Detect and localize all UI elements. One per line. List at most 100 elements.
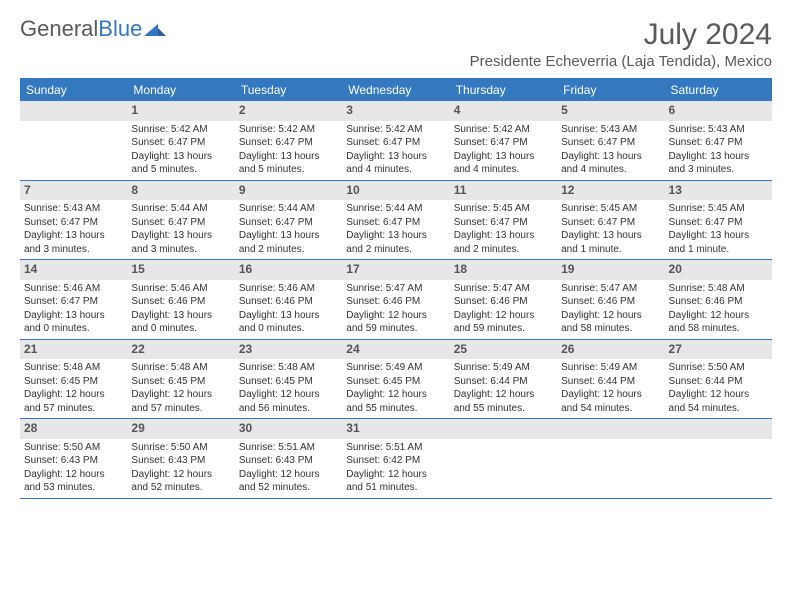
daylight-line: Daylight: 13 hours and 4 minutes. [454, 150, 553, 177]
day-body: Sunrise: 5:44 AMSunset: 6:47 PMDaylight:… [342, 200, 449, 259]
day-number: 9 [235, 181, 342, 201]
day-body: Sunrise: 5:43 AMSunset: 6:47 PMDaylight:… [557, 121, 664, 180]
day-body: Sunrise: 5:43 AMSunset: 6:47 PMDaylight:… [20, 200, 127, 259]
sunrise-line: Sunrise: 5:48 AM [669, 282, 768, 296]
day-body: Sunrise: 5:43 AMSunset: 6:47 PMDaylight:… [665, 121, 772, 180]
sunrise-line: Sunrise: 5:42 AM [346, 123, 445, 137]
sunrise-line: Sunrise: 5:43 AM [669, 123, 768, 137]
day-cell [450, 419, 557, 498]
day-number: 10 [342, 181, 449, 201]
sunset-line: Sunset: 6:45 PM [346, 375, 445, 389]
day-body: Sunrise: 5:42 AMSunset: 6:47 PMDaylight:… [450, 121, 557, 180]
day-cell: 15Sunrise: 5:46 AMSunset: 6:46 PMDayligh… [127, 260, 234, 339]
sunset-line: Sunset: 6:46 PM [454, 295, 553, 309]
day-body: Sunrise: 5:42 AMSunset: 6:47 PMDaylight:… [342, 121, 449, 180]
day-cell: 27Sunrise: 5:50 AMSunset: 6:44 PMDayligh… [665, 340, 772, 419]
day-body: Sunrise: 5:44 AMSunset: 6:47 PMDaylight:… [127, 200, 234, 259]
sunrise-line: Sunrise: 5:47 AM [346, 282, 445, 296]
empty-day-number [20, 101, 127, 121]
sunrise-line: Sunrise: 5:47 AM [561, 282, 660, 296]
daylight-line: Daylight: 13 hours and 3 minutes. [24, 229, 123, 256]
sunrise-line: Sunrise: 5:48 AM [239, 361, 338, 375]
sunset-line: Sunset: 6:44 PM [669, 375, 768, 389]
sunset-line: Sunset: 6:47 PM [561, 136, 660, 150]
sunrise-line: Sunrise: 5:45 AM [561, 202, 660, 216]
weekday-header: Monday [127, 79, 234, 101]
day-number: 1 [127, 101, 234, 121]
day-body: Sunrise: 5:47 AMSunset: 6:46 PMDaylight:… [342, 280, 449, 339]
empty-day-number [665, 419, 772, 439]
daylight-line: Daylight: 12 hours and 58 minutes. [561, 309, 660, 336]
daylight-line: Daylight: 13 hours and 2 minutes. [454, 229, 553, 256]
sunrise-line: Sunrise: 5:44 AM [239, 202, 338, 216]
triangle-icon [144, 18, 166, 40]
day-body: Sunrise: 5:49 AMSunset: 6:44 PMDaylight:… [450, 359, 557, 418]
day-cell: 4Sunrise: 5:42 AMSunset: 6:47 PMDaylight… [450, 101, 557, 180]
sunset-line: Sunset: 6:47 PM [239, 216, 338, 230]
brand-part1: General [20, 18, 98, 40]
daylight-line: Daylight: 12 hours and 51 minutes. [346, 468, 445, 495]
day-cell: 11Sunrise: 5:45 AMSunset: 6:47 PMDayligh… [450, 181, 557, 260]
sunrise-line: Sunrise: 5:42 AM [131, 123, 230, 137]
day-body: Sunrise: 5:45 AMSunset: 6:47 PMDaylight:… [450, 200, 557, 259]
day-cell: 23Sunrise: 5:48 AMSunset: 6:45 PMDayligh… [235, 340, 342, 419]
day-cell: 30Sunrise: 5:51 AMSunset: 6:43 PMDayligh… [235, 419, 342, 498]
day-body: Sunrise: 5:51 AMSunset: 6:43 PMDaylight:… [235, 439, 342, 498]
day-number: 22 [127, 340, 234, 360]
day-body: Sunrise: 5:47 AMSunset: 6:46 PMDaylight:… [450, 280, 557, 339]
sunset-line: Sunset: 6:45 PM [24, 375, 123, 389]
day-body: Sunrise: 5:48 AMSunset: 6:45 PMDaylight:… [235, 359, 342, 418]
sunrise-line: Sunrise: 5:50 AM [131, 441, 230, 455]
day-number: 8 [127, 181, 234, 201]
daylight-line: Daylight: 12 hours and 57 minutes. [24, 388, 123, 415]
daylight-line: Daylight: 13 hours and 0 minutes. [131, 309, 230, 336]
day-body: Sunrise: 5:42 AMSunset: 6:47 PMDaylight:… [235, 121, 342, 180]
day-cell: 3Sunrise: 5:42 AMSunset: 6:47 PMDaylight… [342, 101, 449, 180]
sunset-line: Sunset: 6:46 PM [561, 295, 660, 309]
day-cell: 31Sunrise: 5:51 AMSunset: 6:42 PMDayligh… [342, 419, 449, 498]
day-number: 2 [235, 101, 342, 121]
day-number: 26 [557, 340, 664, 360]
sunrise-line: Sunrise: 5:47 AM [454, 282, 553, 296]
day-number: 19 [557, 260, 664, 280]
weekday-header: Friday [557, 79, 664, 101]
day-cell: 17Sunrise: 5:47 AMSunset: 6:46 PMDayligh… [342, 260, 449, 339]
sunrise-line: Sunrise: 5:46 AM [24, 282, 123, 296]
empty-day-body [450, 439, 557, 458]
sunrise-line: Sunrise: 5:51 AM [239, 441, 338, 455]
weekday-header: Sunday [20, 79, 127, 101]
sunset-line: Sunset: 6:47 PM [561, 216, 660, 230]
day-number: 4 [450, 101, 557, 121]
sunset-line: Sunset: 6:42 PM [346, 454, 445, 468]
day-cell: 21Sunrise: 5:48 AMSunset: 6:45 PMDayligh… [20, 340, 127, 419]
sunrise-line: Sunrise: 5:48 AM [24, 361, 123, 375]
empty-day-body [665, 439, 772, 458]
daylight-line: Daylight: 13 hours and 3 minutes. [131, 229, 230, 256]
month-title: July 2024 [470, 18, 772, 51]
week-row: 21Sunrise: 5:48 AMSunset: 6:45 PMDayligh… [20, 340, 772, 420]
sunset-line: Sunset: 6:46 PM [346, 295, 445, 309]
day-number: 13 [665, 181, 772, 201]
day-cell: 28Sunrise: 5:50 AMSunset: 6:43 PMDayligh… [20, 419, 127, 498]
day-number: 25 [450, 340, 557, 360]
day-number: 31 [342, 419, 449, 439]
day-number: 12 [557, 181, 664, 201]
daylight-line: Daylight: 12 hours and 53 minutes. [24, 468, 123, 495]
sunset-line: Sunset: 6:44 PM [561, 375, 660, 389]
sunrise-line: Sunrise: 5:43 AM [24, 202, 123, 216]
day-number: 18 [450, 260, 557, 280]
sunset-line: Sunset: 6:47 PM [239, 136, 338, 150]
header: GeneralBlue July 2024 Presidente Echever… [20, 18, 772, 70]
daylight-line: Daylight: 12 hours and 58 minutes. [669, 309, 768, 336]
sunset-line: Sunset: 6:44 PM [454, 375, 553, 389]
daylight-line: Daylight: 12 hours and 59 minutes. [346, 309, 445, 336]
daylight-line: Daylight: 13 hours and 4 minutes. [561, 150, 660, 177]
day-number: 21 [20, 340, 127, 360]
week-row: 28Sunrise: 5:50 AMSunset: 6:43 PMDayligh… [20, 419, 772, 499]
day-cell: 5Sunrise: 5:43 AMSunset: 6:47 PMDaylight… [557, 101, 664, 180]
weekday-header: Tuesday [235, 79, 342, 101]
daylight-line: Daylight: 13 hours and 0 minutes. [24, 309, 123, 336]
day-body: Sunrise: 5:48 AMSunset: 6:45 PMDaylight:… [127, 359, 234, 418]
weekday-header: Wednesday [342, 79, 449, 101]
daylight-line: Daylight: 12 hours and 55 minutes. [454, 388, 553, 415]
